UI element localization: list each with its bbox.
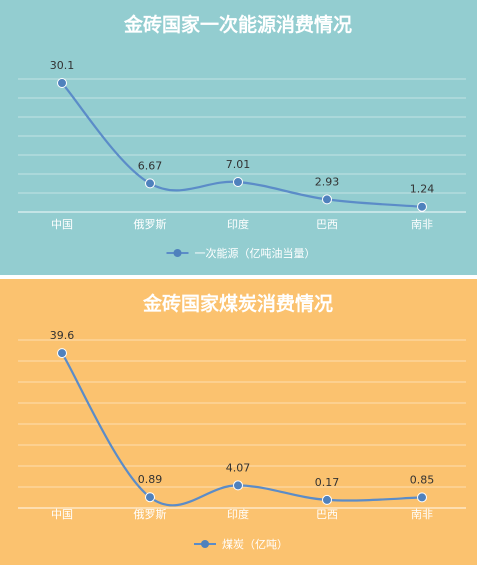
chart-title: 金砖国家煤炭消费情况 [142,292,333,315]
data-labels: 39.6 0.89 4.07 0.17 0.85 [50,329,435,489]
x-tick-label: 印度 [227,217,249,231]
series-line [61,352,423,507]
x-axis: 中国 俄罗斯 印度 巴西 南非 [51,217,433,231]
legend: 煤炭（亿吨） [194,538,288,551]
chart-background [0,279,477,565]
data-point [57,348,67,359]
data-label: 0.85 [410,473,435,486]
data-label: 2.93 [315,175,340,188]
data-label: 1.24 [410,183,435,196]
legend-swatch-marker [173,249,182,257]
legend-swatch-marker [201,540,209,548]
data-point [233,177,243,187]
x-tick-label: 俄罗斯 [134,508,167,521]
x-tick-label: 巴西 [316,508,338,521]
data-point [417,201,427,212]
energy-chart-panel: 金砖国家一次能源消费情况 30.1 6.67 7.01 2.93 1.24 中国 俄罗斯 印… [0,0,477,275]
data-point [145,178,155,189]
data-label: 30.1 [50,59,75,72]
x-tick-label: 南非 [411,218,433,231]
legend: 一次能源（亿吨油当量） [166,246,316,260]
coal-line-chart: 金砖国家煤炭消费情况 39.6 0.89 4.07 0.17 0.85 中国 俄罗斯 印度 巴… [0,279,477,565]
legend-label: 一次能源（亿吨油当量） [195,246,316,260]
series-group [57,348,427,507]
data-label: 7.01 [226,158,251,171]
x-tick-label: 巴西 [316,218,338,231]
energy-line-chart: 金砖国家一次能源消费情况 30.1 6.67 7.01 2.93 1.24 中国 俄罗斯 印… [0,0,477,275]
data-label: 4.07 [226,461,251,474]
x-tick-label: 中国 [51,508,73,521]
x-tick-label: 中国 [51,218,73,231]
data-point [145,492,155,503]
legend-label: 煤炭（亿吨） [222,538,288,551]
x-axis: 中国 俄罗斯 印度 巴西 南非 [51,507,433,521]
grid-lines [18,339,466,509]
x-tick-label: 印度 [227,507,249,521]
data-label: 0.17 [315,476,340,489]
chart-title: 金砖国家一次能源消费情况 [123,13,352,36]
data-label: 0.89 [138,473,163,486]
data-point [417,492,427,503]
data-point [57,78,67,88]
grid-lines [18,78,466,213]
data-label: 6.67 [138,159,163,172]
data-labels: 30.1 6.67 7.01 2.93 1.24 [50,59,435,196]
data-point [322,494,332,505]
coal-chart-panel: 金砖国家煤炭消费情况 39.6 0.89 4.07 0.17 0.85 中国 俄罗斯 印度 巴… [0,279,477,565]
data-point [233,480,243,491]
x-tick-label: 俄罗斯 [134,218,167,231]
series-group [57,78,427,212]
data-point [322,194,332,205]
data-label: 39.6 [50,329,75,342]
x-tick-label: 南非 [411,508,433,521]
chart-background [0,0,477,275]
